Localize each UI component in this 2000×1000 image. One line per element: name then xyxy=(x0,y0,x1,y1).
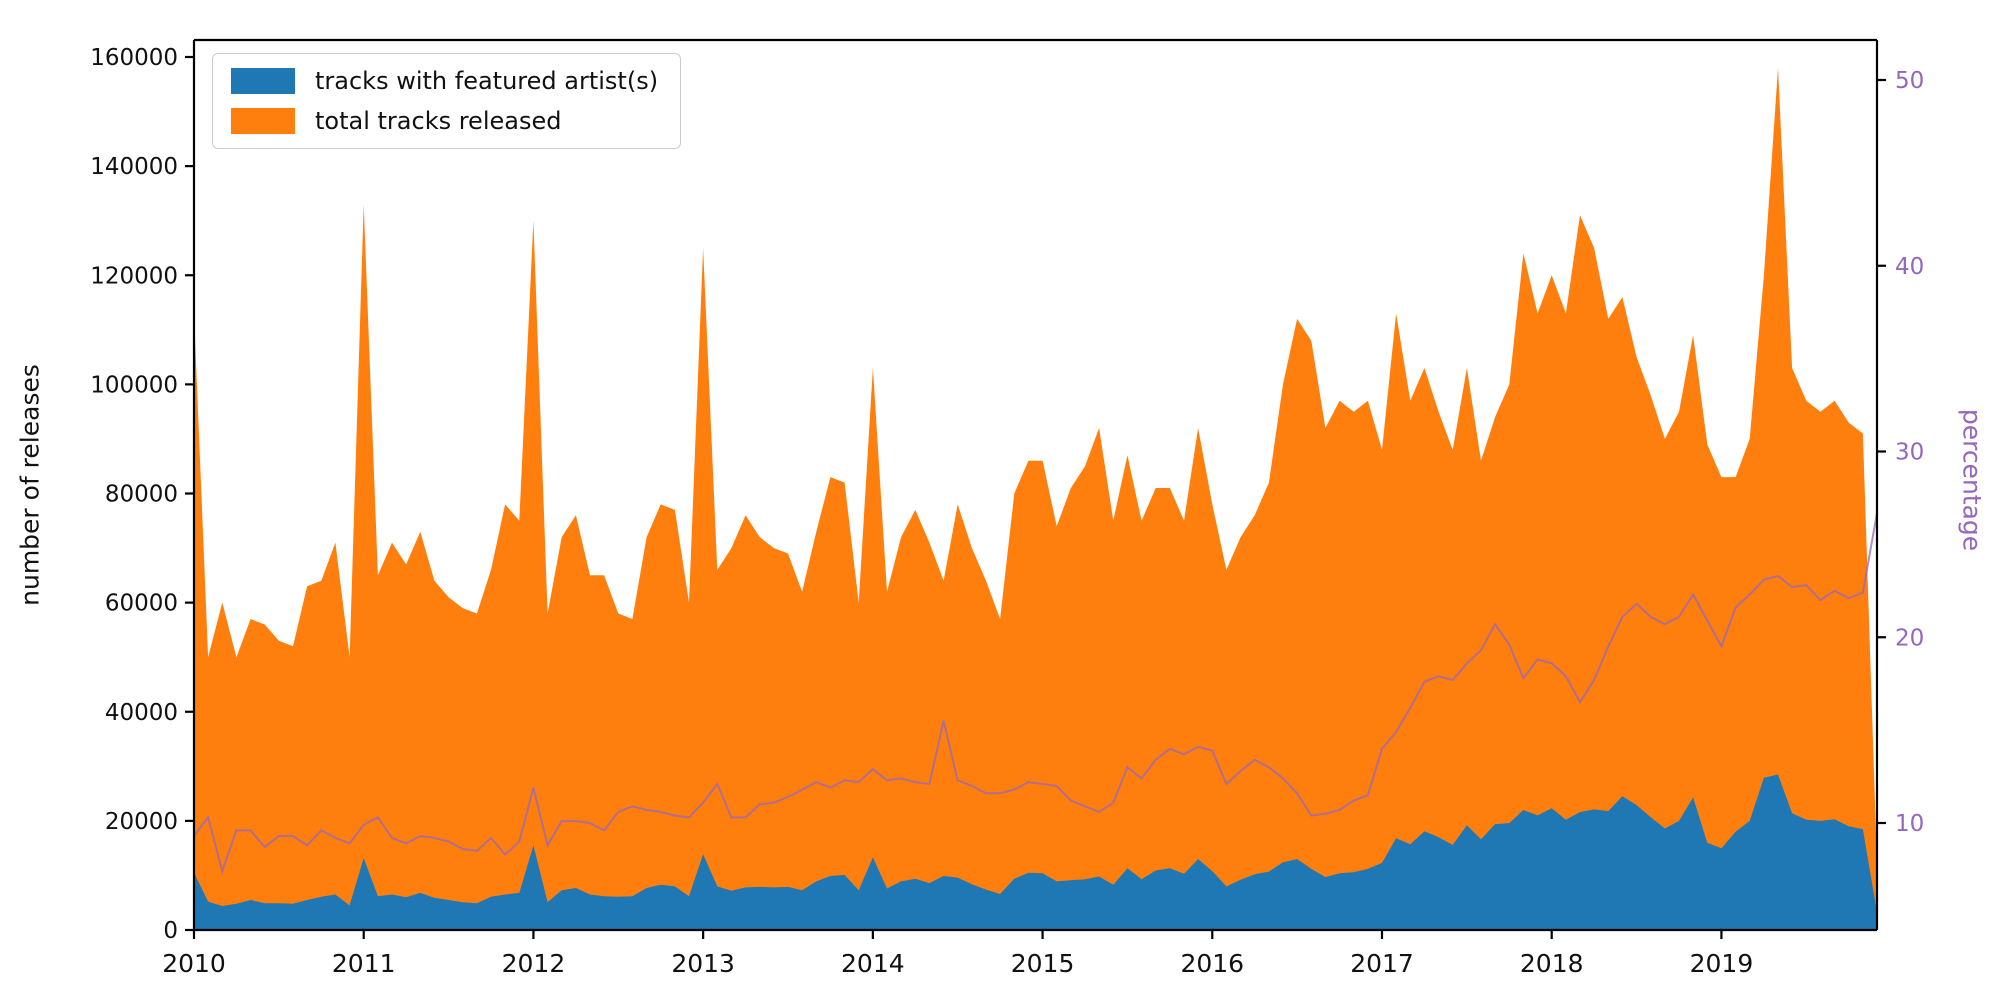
x-tick-label: 2019 xyxy=(1690,949,1754,978)
legend-swatch-featured-icon xyxy=(231,68,295,94)
y-left-tick-label: 60000 xyxy=(105,591,178,617)
y-left-tick-label: 80000 xyxy=(105,482,178,508)
x-tick-label: 2011 xyxy=(332,949,396,978)
y-right-tick-label: 10 xyxy=(1895,811,1924,837)
y-left-tick-label: 40000 xyxy=(105,700,178,726)
y-right-tick-label: 20 xyxy=(1895,625,1924,651)
y-axis-label-right: percentage xyxy=(1957,408,1987,552)
y-left-tick-label: 140000 xyxy=(90,154,178,180)
featured-area-series xyxy=(194,774,1877,930)
percentage-line-series xyxy=(193,512,1878,875)
y-right-tick-label: 40 xyxy=(1895,254,1924,280)
legend-label-total: total tracks released xyxy=(315,107,562,135)
legend-swatch-total-icon xyxy=(231,108,295,134)
x-tick-label: 2016 xyxy=(1180,949,1244,978)
legend-item-featured: tracks with featured artist(s) xyxy=(231,67,658,95)
x-tick-label: 2012 xyxy=(502,949,566,978)
y-right-tick-label: 30 xyxy=(1895,440,1924,466)
x-tick-label: 2014 xyxy=(841,949,905,978)
x-tick-label: 2015 xyxy=(1011,949,1075,978)
x-tick-label: 2013 xyxy=(671,949,735,978)
y-left-tick-label: 0 xyxy=(163,918,178,944)
x-tick-label: 2017 xyxy=(1350,949,1414,978)
legend-label-featured: tracks with featured artist(s) xyxy=(315,67,659,95)
y-left-tick-label: 120000 xyxy=(90,263,178,289)
x-tick-label: 2018 xyxy=(1520,949,1584,978)
y-axis-label-left: number of releases xyxy=(15,364,45,606)
total-area-series xyxy=(194,67,1877,930)
y-left-tick-label: 20000 xyxy=(105,809,178,835)
y-left-tick-label: 100000 xyxy=(90,372,178,398)
legend: tracks with featured artist(s) total tra… xyxy=(212,53,682,149)
y-right-tick-label: 50 xyxy=(1895,68,1924,94)
legend-item-total: total tracks released xyxy=(231,107,658,135)
x-tick-label: 2010 xyxy=(162,949,226,978)
y-left-tick-label: 160000 xyxy=(90,45,178,71)
